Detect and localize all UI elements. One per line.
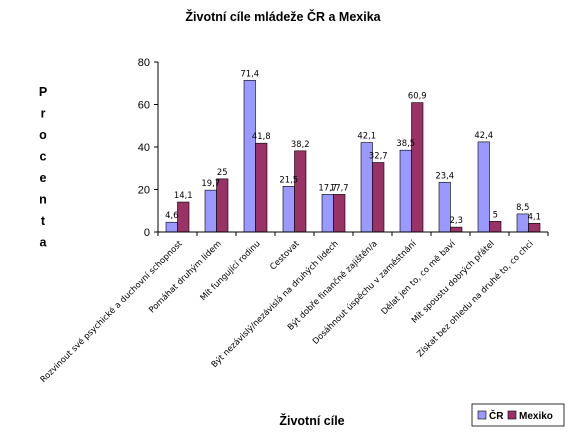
y-axis-title-letter: P [39, 85, 47, 99]
data-label: 38,5 [396, 138, 415, 148]
y-axis-title-letter: o [39, 128, 47, 142]
y-tick-labels: 0 20 40 60 80 [138, 57, 150, 239]
bar-mexiko [255, 142, 268, 233]
legend-swatch [507, 410, 517, 420]
data-label: 8,5 [516, 202, 529, 212]
bar-cr [282, 186, 295, 233]
legend: ČR Mexiko [471, 403, 565, 427]
bar-mexiko [450, 226, 463, 233]
y-tick-label: 40 [138, 142, 150, 154]
data-label: 41,8 [252, 131, 271, 141]
bar-mexiko [294, 150, 307, 233]
data-label: 17,7 [318, 182, 337, 192]
data-label: 14,1 [174, 190, 193, 200]
x-axis-title: Životní cíle [279, 413, 344, 428]
bar-cr [243, 79, 256, 233]
y-axis-title-letter: e [40, 171, 47, 185]
bar-mexiko [333, 194, 346, 233]
chart-title: Životní cíle mládeže ČR a Mexika [185, 9, 381, 24]
y-axis-title-letter: c [40, 150, 47, 164]
data-label: 38,2 [291, 139, 310, 149]
data-label: 60,9 [408, 91, 427, 101]
data-label: 42,4 [474, 130, 493, 140]
y-tick-label: 60 [138, 100, 150, 112]
bar-cr [204, 189, 217, 233]
y-axis-title-letter: a [40, 236, 48, 250]
y-tick-label: 20 [138, 185, 150, 197]
legend-label: Mexiko [519, 411, 553, 422]
bar-cr [321, 194, 334, 233]
bar-mexiko [411, 102, 424, 233]
bar-cr [165, 221, 178, 233]
category-label: Rozvinout své psychické a duchovní schop… [38, 238, 184, 384]
category-label: Cestovat [268, 238, 302, 272]
data-labels: 4,6 14,1 19,725 71,4 41,8 21,5 38,2 17,717,7 42,… [165, 68, 541, 225]
data-label: 42,1 [357, 131, 376, 141]
data-label: 25 [217, 167, 228, 177]
bar-cr [477, 141, 490, 233]
data-label: 21,5 [279, 174, 298, 184]
legend-swatch [477, 410, 487, 420]
bar-mexiko [489, 221, 502, 233]
axes [154, 61, 549, 236]
y-axis-title-letter: t [41, 214, 46, 228]
data-label: 2,3 [450, 215, 463, 225]
bar-mexiko [177, 201, 190, 233]
category-labels: Rozvinout své psychické a duchovní schop… [38, 238, 535, 384]
data-label: 4,1 [528, 211, 541, 221]
data-label: 32,7 [369, 151, 388, 161]
bars [165, 79, 541, 233]
bar-mexiko [528, 222, 541, 233]
category-label: Mít spoustu dobrých přátel [409, 238, 496, 325]
legend-box [471, 403, 565, 427]
data-label: 17,7 [330, 182, 349, 192]
bar-cr [399, 149, 412, 233]
data-label: 4,6 [165, 210, 178, 220]
data-label: 71,4 [240, 68, 259, 78]
y-tick-label: 80 [138, 57, 150, 69]
y-axis-title-letter: n [39, 193, 47, 207]
bar-mexiko [372, 162, 385, 233]
y-tick-label: 0 [144, 227, 150, 239]
category-label: Pomáhat druhým lidem [147, 238, 223, 314]
data-label: 5 [493, 209, 498, 219]
y-axis-title-letter: r [41, 107, 46, 121]
data-label: 23,4 [435, 170, 454, 180]
data-label: 19,7 [201, 178, 220, 188]
category-label: Dělat jen to, co mě baví [379, 238, 457, 316]
legend-label: ČR [489, 409, 504, 422]
